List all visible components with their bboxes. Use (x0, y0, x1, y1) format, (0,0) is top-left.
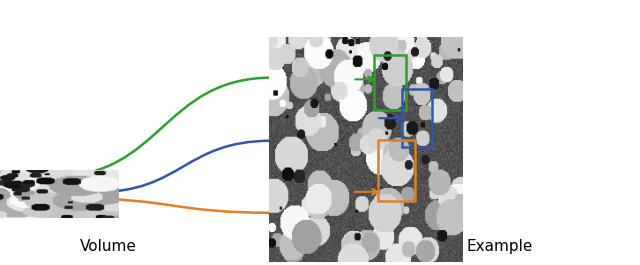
Text: Volume: Volume (81, 239, 137, 254)
Bar (378, 140, 415, 201)
Text: Example: Example (466, 239, 532, 254)
Bar (374, 55, 406, 110)
Bar (403, 89, 433, 147)
